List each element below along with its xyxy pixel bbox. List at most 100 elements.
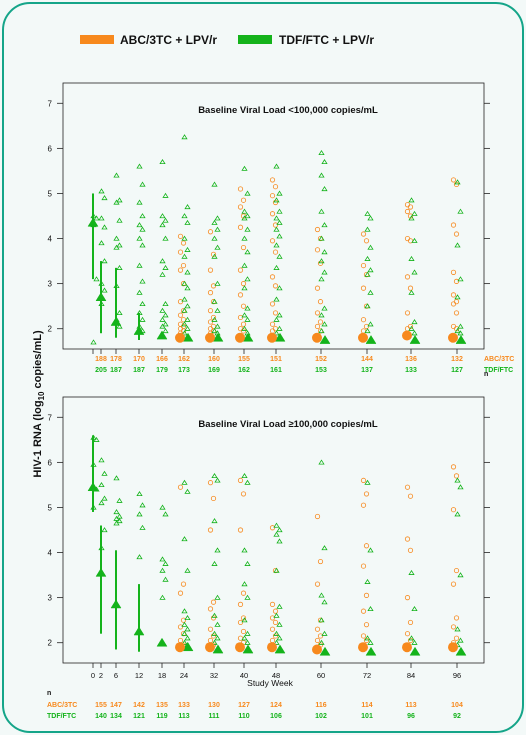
tdf-median-marker (133, 626, 145, 636)
abc-point (269, 321, 276, 327)
abc-median-marker (402, 642, 412, 653)
tdf-point (116, 323, 123, 329)
abc-point (404, 310, 411, 316)
tdf-point (367, 267, 374, 273)
tdf-point (113, 199, 120, 205)
abc-point (269, 301, 276, 307)
n-tdf-value: 169 (208, 367, 220, 374)
tdf-point (162, 312, 169, 318)
abc-point (314, 226, 321, 233)
tdf-point (214, 547, 221, 553)
tdf-point (136, 262, 143, 268)
tdf-point (159, 504, 166, 510)
y-tick-label: 5 (48, 503, 53, 512)
abc-point (240, 491, 247, 497)
tdf-point (321, 158, 328, 165)
tdf-point (214, 215, 221, 221)
legend-swatch-abc (80, 35, 114, 44)
abc-point (450, 507, 457, 513)
tdf-point (411, 210, 418, 216)
y-tick-label: 2 (48, 325, 53, 334)
n-header-bottom: n (47, 690, 51, 697)
abc-point (453, 181, 460, 188)
abc-point (407, 619, 414, 626)
abc-point (269, 193, 276, 199)
tdf-point (93, 436, 100, 442)
legend-label-abc: ABC/3TC + LPV/r (120, 33, 217, 47)
n-tdf-value: 106 (270, 713, 282, 720)
n-abc-value: 162 (178, 356, 190, 363)
tdf-median-marker (182, 332, 194, 342)
tdf-point (273, 316, 280, 322)
tdf-point (159, 271, 166, 277)
tdf-point (211, 518, 218, 524)
tdf-point (318, 276, 325, 282)
abc-point (180, 262, 187, 269)
tdf-point (113, 172, 120, 178)
tdf-point (98, 500, 105, 506)
abc-point (237, 619, 244, 626)
tdf-point (159, 258, 166, 264)
x-tick-label: 32 (210, 671, 218, 680)
tdf-point (113, 509, 120, 515)
abc-point (450, 301, 457, 307)
tdf-point (411, 330, 418, 336)
tdf-point (139, 226, 146, 232)
abc-point (272, 199, 279, 206)
tdf-point (136, 163, 143, 169)
abc-point (180, 581, 187, 587)
n-tdf-value: 121 (133, 713, 145, 720)
abc-point (269, 601, 276, 607)
tdf-point (159, 323, 166, 329)
tdf-median-marker (242, 644, 254, 654)
x-tick-label: 12 (135, 671, 143, 680)
y-axis-label: HIV-1 RNA (log10 copies/mL) (32, 330, 46, 478)
x-tick-label: 48 (272, 671, 280, 680)
tdf-point (318, 235, 325, 241)
abc-point (404, 235, 411, 242)
abc-point (177, 637, 184, 644)
tdf-point (181, 330, 188, 336)
abc-median-marker (205, 332, 215, 343)
abc-point (453, 473, 460, 479)
n-tdf-value: 140 (95, 713, 107, 720)
abc-point (180, 240, 187, 246)
abc-point (237, 204, 244, 210)
abc-point (269, 274, 276, 280)
x-tick-label: 84 (407, 671, 415, 680)
abc-point (450, 269, 457, 275)
tdf-point (136, 511, 143, 517)
n-tdf-value: 133 (405, 367, 417, 374)
abc-point (269, 328, 276, 334)
tdf-point (273, 522, 280, 528)
tdf-point (244, 226, 251, 232)
tdf-point (411, 237, 418, 243)
tdf-point (184, 246, 191, 252)
tdf-median-marker (365, 646, 377, 656)
tdf-point (162, 264, 169, 270)
abc-point (240, 303, 247, 309)
tdf-point (241, 635, 248, 641)
tdf-point (367, 321, 374, 327)
n-abc-value: 114 (361, 702, 372, 709)
tdf-median-marker (87, 482, 99, 492)
abc-point (317, 299, 324, 305)
tdf-point (273, 612, 280, 618)
tdf-point (184, 567, 191, 573)
tdf-point (273, 330, 280, 336)
tdf-point (181, 253, 188, 259)
row-label-tdf-bottom: TDF/FTC (47, 713, 76, 720)
tdf-point (241, 472, 248, 479)
tdf-point (214, 477, 221, 483)
abc-point (269, 177, 276, 183)
n-tdf-value: 113 (178, 713, 189, 720)
abc-point (360, 633, 367, 639)
panel-bottom-frame (62, 396, 485, 664)
tdf-point (321, 305, 328, 311)
abc-point (360, 563, 367, 569)
tdf-point (276, 621, 283, 627)
tdf-point (457, 484, 464, 490)
abc-point (453, 310, 460, 316)
tdf-point (408, 255, 415, 261)
tdf-point (244, 276, 251, 282)
